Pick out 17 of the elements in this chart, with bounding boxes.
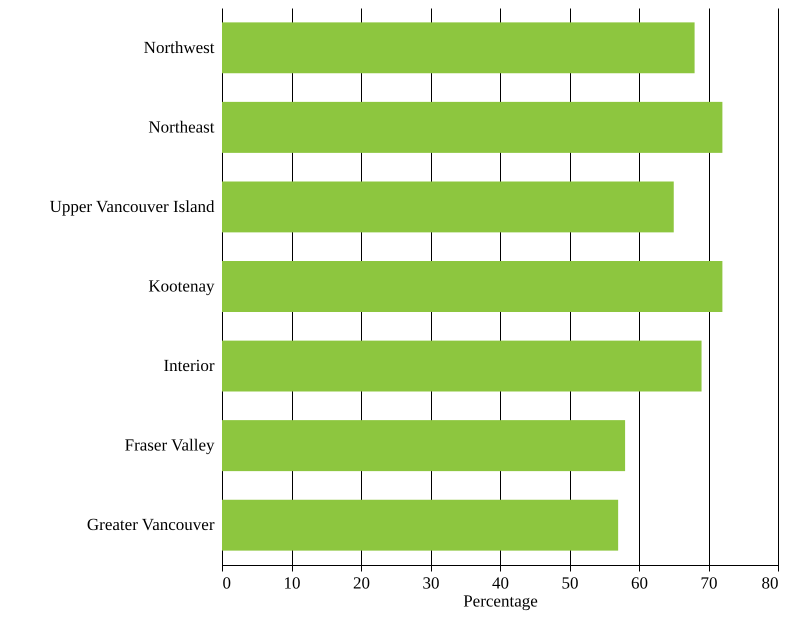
x-tick-label: 50: [562, 574, 578, 592]
y-tick-label: Kootenay: [148, 276, 215, 296]
x-tick-label: 70: [700, 574, 718, 592]
y-tick-label: Greater Vancouver: [86, 515, 215, 534]
x-tick-label: 60: [631, 574, 648, 592]
x-axis-title: Percentage: [463, 592, 538, 610]
x-tick-label: 20: [353, 574, 370, 592]
x-tick-label: 0: [222, 574, 231, 592]
x-tick-label: 10: [284, 574, 300, 592]
x-tick-label: 80: [762, 574, 778, 592]
y-tick-label: Interior: [164, 356, 215, 376]
x-tick-label: 40: [492, 574, 509, 592]
x-tick-label: 30: [422, 574, 440, 592]
y-tick-label: Fraser Valley: [124, 436, 215, 455]
y-tick-label: Northeast: [148, 117, 215, 136]
y-tick-label: Northwest: [144, 38, 215, 57]
y-tick-label: Upper Vancouver Island: [50, 196, 215, 216]
